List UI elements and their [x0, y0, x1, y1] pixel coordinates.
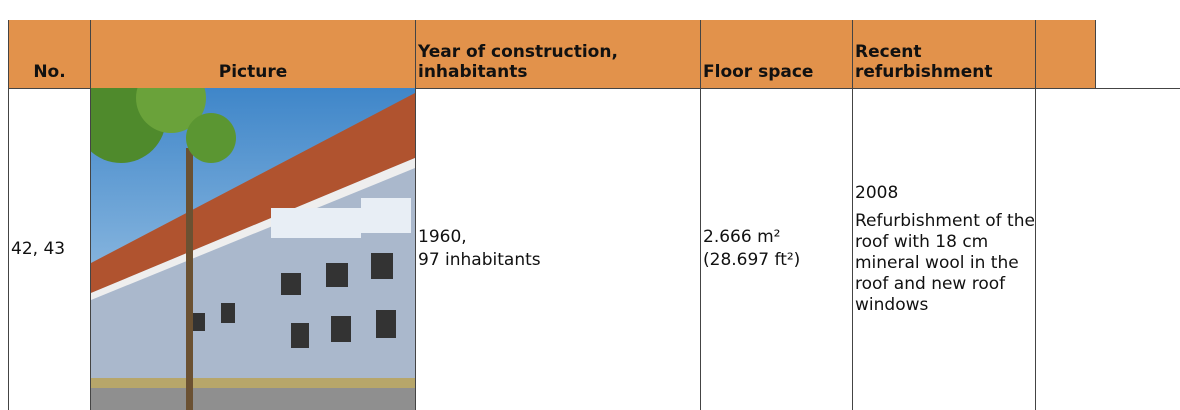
header-cell: No.: [8, 20, 90, 88]
cell-text: Refurbishment of the roof with 18 cm min…: [855, 211, 1035, 315]
header-cell: [1035, 20, 1096, 88]
header-cell: Picture: [90, 20, 415, 88]
cell-text: 2008: [855, 183, 899, 203]
cell: 2.666 m² (28.697 ft²): [700, 88, 852, 410]
header-text: Picture: [218, 62, 288, 82]
cell: 42, 43: [8, 88, 90, 410]
header-text: No.: [33, 62, 66, 82]
cell-text: 1960,: [418, 227, 467, 247]
cell-text: (28.697 ft²): [703, 250, 801, 270]
cell-text: 97 inhabitants: [418, 250, 541, 270]
cell: 2008 Refurbishment of the roof with 18 cm…: [852, 88, 1036, 410]
header-text: Floor space: [703, 62, 814, 82]
header-text: Recent refurbishment: [855, 42, 993, 82]
header-cell: Floor space: [700, 20, 852, 88]
rule: [8, 88, 1180, 89]
cell-text: 42, 43: [11, 238, 66, 259]
cell-text: 2.666 m²: [703, 227, 781, 247]
header-cell: Recent refurbishment: [852, 20, 1035, 88]
photo: [91, 88, 415, 410]
cell: [90, 88, 415, 410]
header-cell: Year of construction, inhabitants: [415, 20, 700, 88]
header-text: Year of construction, inhabitants: [418, 42, 618, 82]
cell: 1960, 97 inhabitants: [415, 88, 700, 410]
